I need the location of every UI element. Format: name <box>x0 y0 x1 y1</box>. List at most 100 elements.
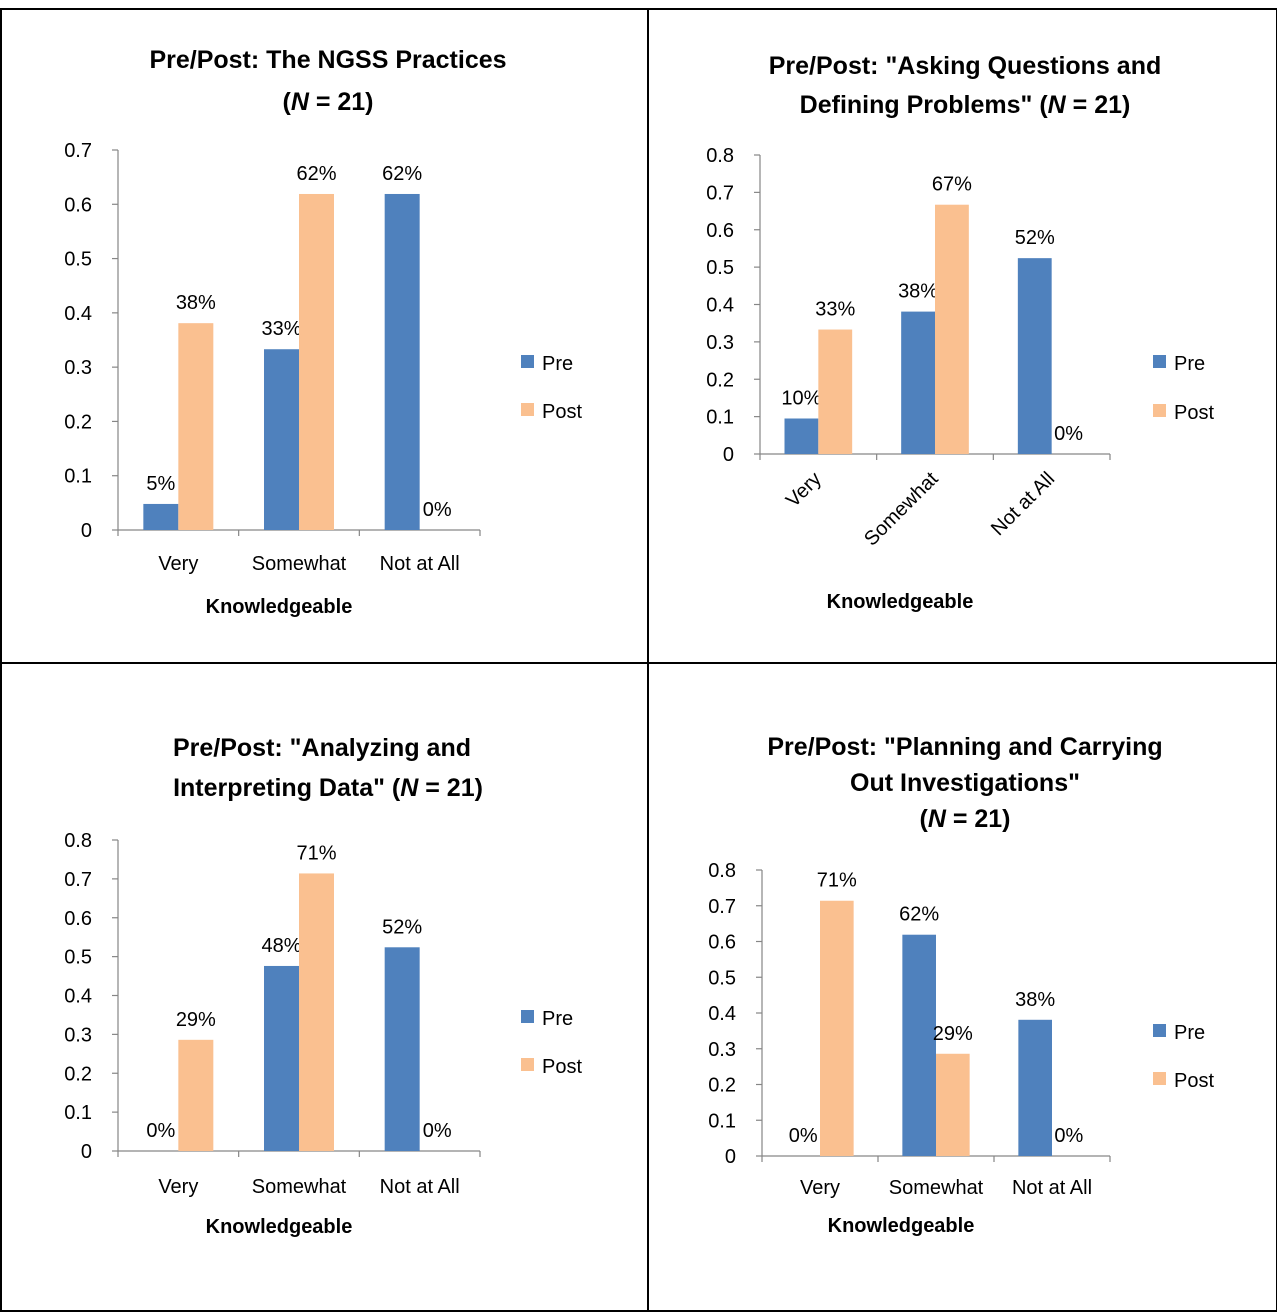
x-category-label: Not at All <box>1012 1177 1092 1199</box>
data-label: 5% <box>146 473 175 495</box>
chart-title-line: Pre/Post: "Asking Questions and <box>769 52 1161 80</box>
bar-post <box>820 900 854 1156</box>
y-tick-label: 0.8 <box>64 830 92 852</box>
bar-pre <box>384 193 420 530</box>
legend-swatch-post <box>1153 1072 1166 1085</box>
data-label: 52% <box>1015 227 1055 249</box>
y-tick-label: 0.2 <box>64 1063 92 1085</box>
data-label: 38% <box>898 281 938 303</box>
bar-post <box>178 1039 214 1151</box>
data-label: 38% <box>1015 989 1055 1011</box>
legend-label: Post <box>1174 1070 1214 1092</box>
x-category-label: Somewhat <box>252 553 347 575</box>
data-label: 48% <box>261 935 301 957</box>
legend-swatch-pre <box>521 1010 534 1023</box>
bar-pre <box>264 349 299 530</box>
chart-title-n: (N = 21) <box>282 88 373 116</box>
data-label: 62% <box>382 163 422 185</box>
x-category-label: Not at All <box>380 553 460 575</box>
x-category-label: Very <box>800 1177 840 1199</box>
bar-pre <box>1018 1019 1052 1156</box>
data-label: 33% <box>261 318 301 340</box>
legend: Pre Post <box>521 1008 582 1078</box>
data-label: 0% <box>423 499 452 521</box>
y-tick-label: 0.7 <box>64 140 92 162</box>
y-tick-label: 0.5 <box>708 967 736 989</box>
bar-post <box>936 1053 970 1156</box>
data-label: 38% <box>176 292 216 314</box>
bar-post <box>299 873 334 1151</box>
y-tick-label: 0.3 <box>64 1024 92 1046</box>
y-tick-label: 0.2 <box>708 1075 736 1097</box>
legend-swatch-post <box>521 403 534 416</box>
y-tick-label: 0 <box>723 444 734 466</box>
data-label: 0% <box>789 1125 818 1147</box>
chart-title-line: (N = 21) <box>919 805 1010 833</box>
y-tick-label: 0.2 <box>64 411 92 433</box>
y-tick-label: 0.5 <box>706 257 734 279</box>
bar-pre <box>384 947 420 1151</box>
y-tick-label: 0.8 <box>706 145 734 167</box>
legend-label: Post <box>542 1056 582 1078</box>
y-tick-label: 0.5 <box>64 249 92 271</box>
y-tick-label: 0.3 <box>708 1039 736 1061</box>
y-tick-label: 0.4 <box>708 1003 736 1025</box>
legend-label: Post <box>1174 402 1214 424</box>
legend-label: Pre <box>542 1008 573 1030</box>
data-label: 52% <box>382 916 422 938</box>
y-tick-label: 0 <box>725 1146 736 1168</box>
y-tick-label: 0.1 <box>706 407 734 429</box>
data-label: 71% <box>296 842 336 864</box>
y-tick-label: 0.3 <box>706 332 734 354</box>
legend-swatch-post <box>1153 404 1166 417</box>
x-category-label: Very <box>158 553 198 575</box>
legend-label: Pre <box>1174 1022 1205 1044</box>
bar-post <box>299 193 334 530</box>
bar-pre <box>1017 258 1052 454</box>
y-tick-label: 0.2 <box>706 369 734 391</box>
x-axis-title: Knowledgeable <box>827 591 974 613</box>
legend: Pre Post <box>1153 353 1214 424</box>
y-tick-label: 0.6 <box>64 908 92 930</box>
bar-post <box>935 204 969 454</box>
y-tick-label: 0.6 <box>706 220 734 242</box>
chart-title: Pre/Post: "Planning and Carrying Out Inve… <box>767 733 1162 833</box>
x-category-label: Somewhat <box>252 1176 347 1198</box>
data-label: 10% <box>781 387 821 409</box>
y-tick-label: 0.6 <box>708 932 736 954</box>
bar-pre <box>902 934 936 1156</box>
y-tick-label: 0.3 <box>64 357 92 379</box>
x-axis-title: Knowledgeable <box>206 1216 353 1238</box>
y-tick-label: 0.1 <box>64 466 92 488</box>
data-label: 29% <box>176 1009 216 1031</box>
y-tick-label: 0.4 <box>706 295 734 317</box>
chart-title-line: Defining Problems" (N = 21) <box>800 91 1131 119</box>
data-label: 62% <box>296 163 336 185</box>
x-category-label: Somewhat <box>889 1177 984 1199</box>
y-tick-label: 0.7 <box>706 182 734 204</box>
x-axis-title: Knowledgeable <box>206 596 353 618</box>
x-category-label: Very <box>158 1176 198 1198</box>
x-category-label: Not at All <box>380 1176 460 1198</box>
bar-post <box>178 323 214 530</box>
y-tick-label: 0.7 <box>64 869 92 891</box>
y-tick-label: 0.5 <box>64 947 92 969</box>
bar-pre <box>784 418 819 454</box>
data-label: 71% <box>817 870 857 892</box>
chart-title: Pre/Post: The NGSS Practices (N = 21) <box>149 46 506 116</box>
legend-label: Pre <box>542 353 573 375</box>
chart-title-line: Interpreting Data" (N = 21) <box>173 774 483 802</box>
data-label: 0% <box>146 1120 175 1142</box>
y-tick-label: 0 <box>81 520 92 542</box>
chart-title-line: Out Investigations" <box>850 769 1080 797</box>
legend-swatch-pre <box>521 355 534 368</box>
chart-title-line: Pre/Post: "Planning and Carrying <box>767 733 1162 761</box>
y-tick-label: 0.1 <box>64 1102 92 1124</box>
bar-pre <box>264 965 299 1151</box>
chart-title-line: Pre/Post: "Analyzing and <box>173 734 471 762</box>
y-tick-label: 0.6 <box>64 194 92 216</box>
data-label: 29% <box>933 1023 973 1045</box>
